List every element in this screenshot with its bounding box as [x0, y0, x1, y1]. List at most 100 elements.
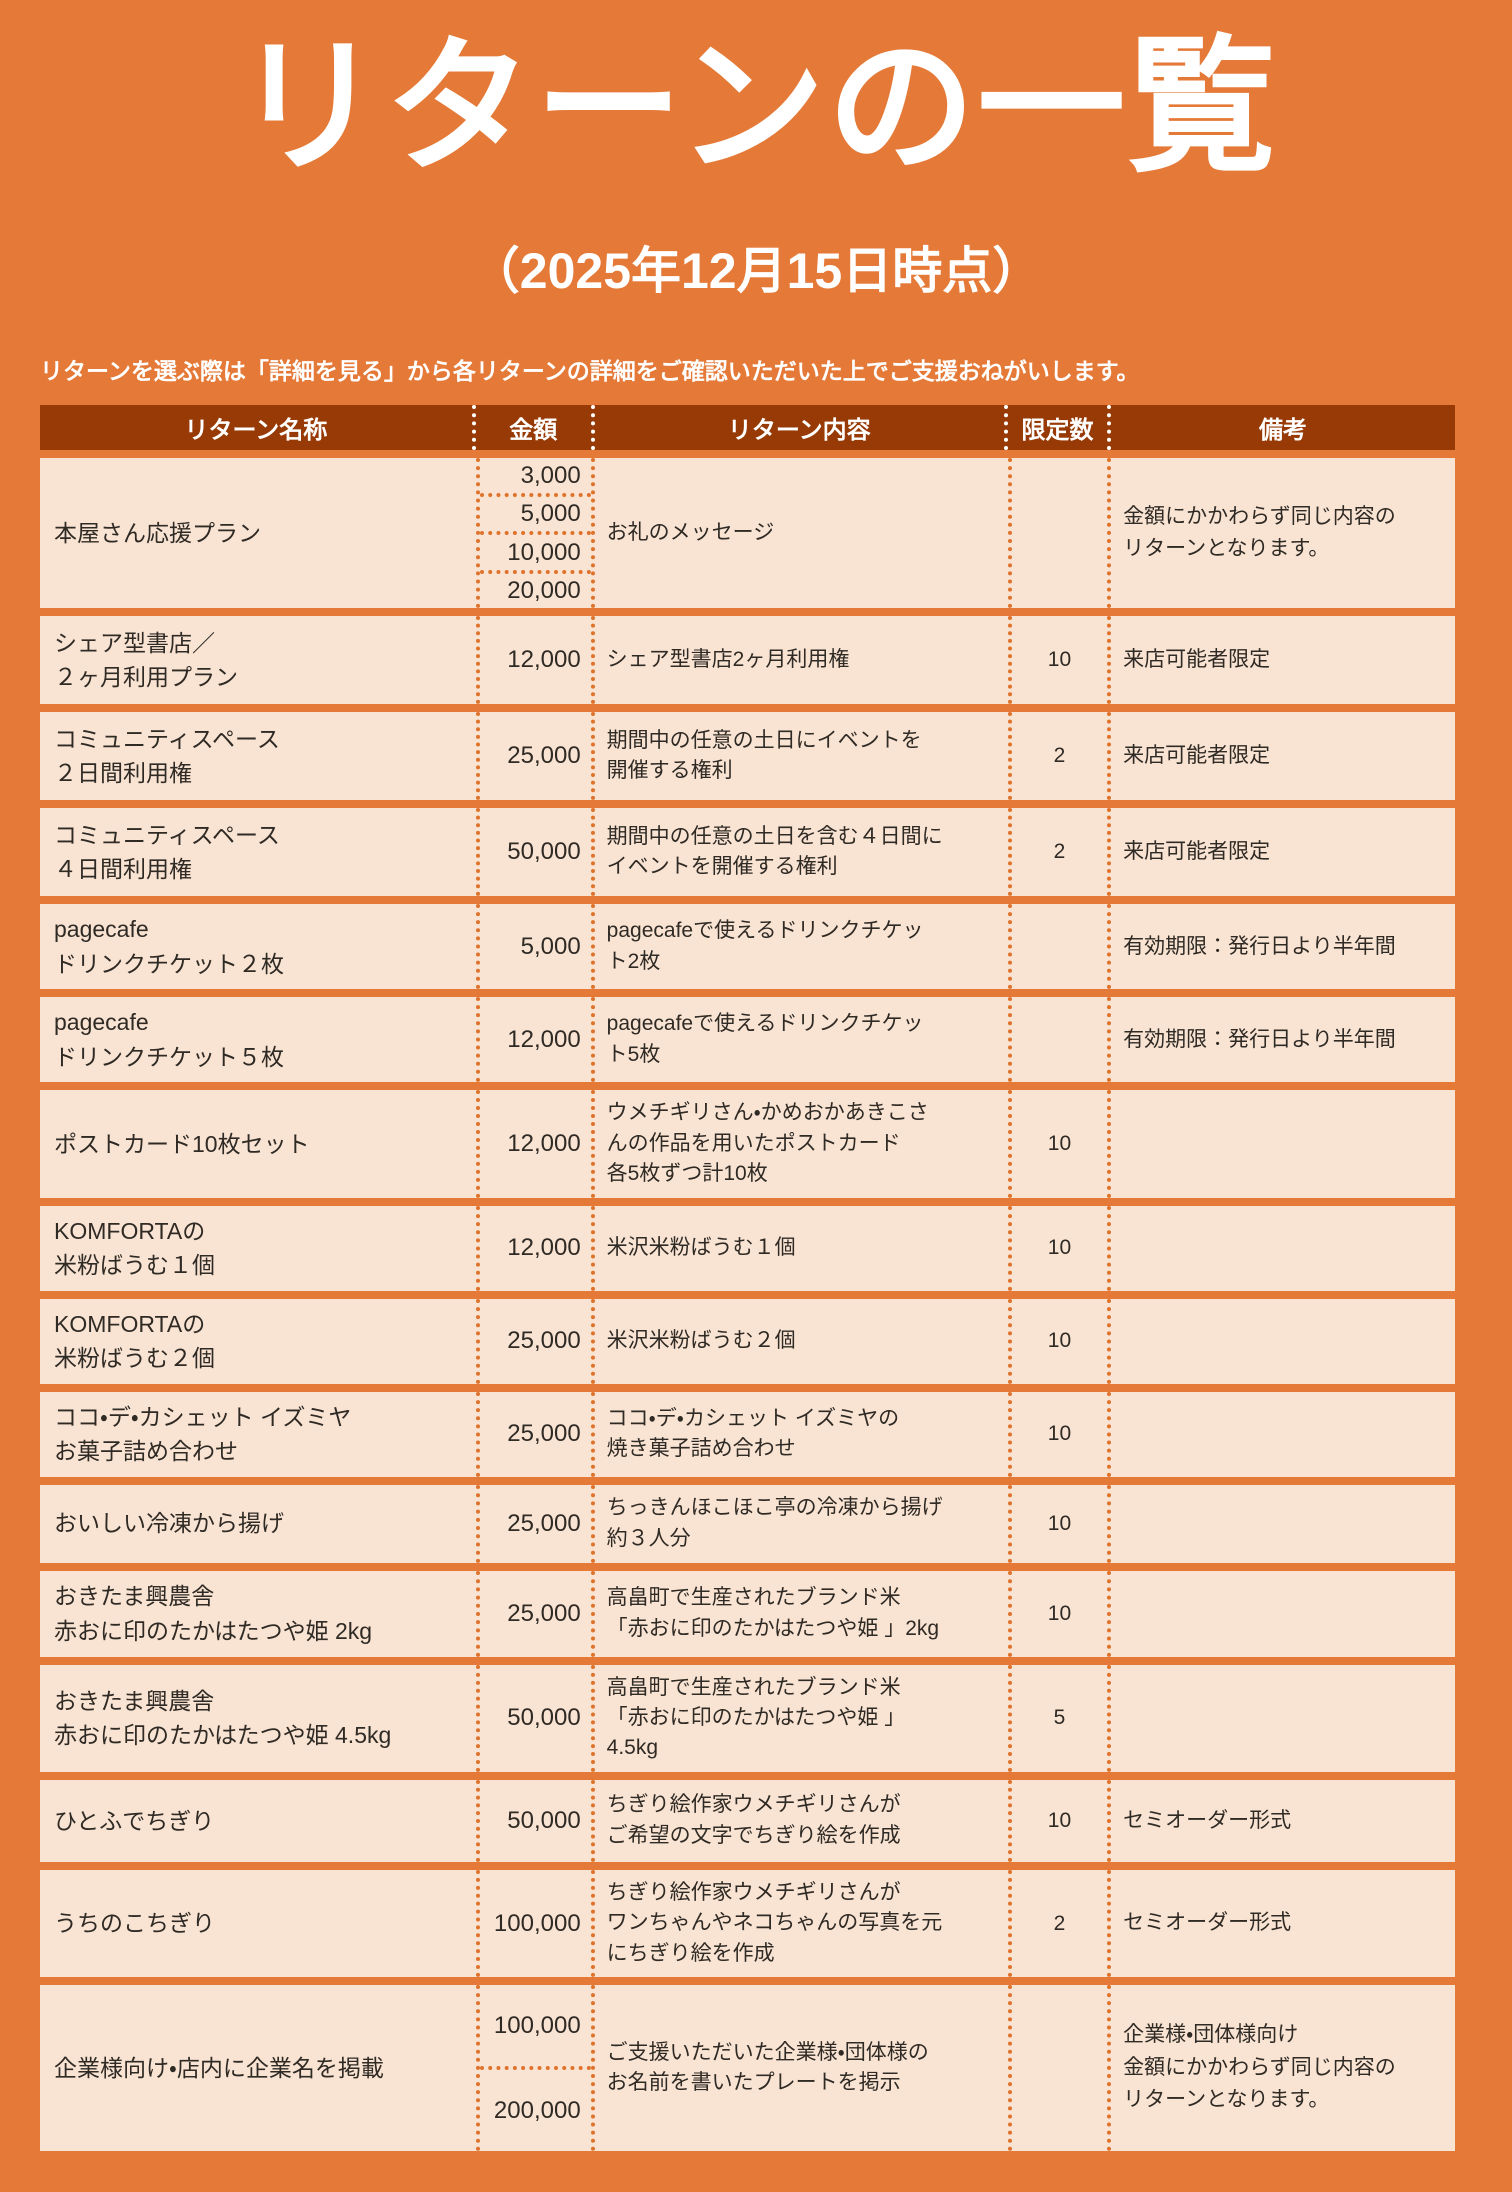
note: 金額にかかわらず同じ内容の リターンとなります。	[1123, 504, 1396, 561]
amount-value: 3,000	[520, 461, 581, 489]
return-content: ココ・デ・カシェット イズミヤの 焼き菓子詰め合わせ	[606, 1406, 900, 1461]
limit-count	[1007, 997, 1112, 1083]
note: 有効期限：発行日より半年間	[1123, 934, 1396, 958]
amount-cell: 12,000	[475, 616, 595, 705]
amount-value: 25,000	[507, 1327, 581, 1355]
note	[1111, 1571, 1455, 1657]
return-name: ポストカード10枚セット	[54, 1130, 310, 1157]
return-name: コミュニティスペース ４日間利用権	[54, 821, 280, 883]
amount-value: 25,000	[507, 742, 581, 770]
return-name: pagecafe ドリンクチケット２枚	[54, 916, 284, 977]
table-row: pagecafe ドリンクチケット２枚 5,000 pagecafeで使えるドリ…	[40, 904, 1455, 990]
note: セミオーダー形式	[1123, 1911, 1292, 1935]
amount-value: 25,000	[507, 1509, 581, 1537]
amount-value: 12,000	[507, 646, 581, 674]
table-header: リターン名称 金額 リターン内容 限定数 備考	[40, 405, 1455, 451]
amount-value: 200,000	[479, 2066, 591, 2151]
limit-count	[1007, 458, 1112, 609]
limit-count: 10	[1007, 1779, 1112, 1862]
return-content: 米沢米粉ばうむ２個	[606, 1328, 796, 1352]
table-rows: 本屋さん応援プラン 3,000 5,000 10,000 20,000 お礼のメッセー…	[40, 458, 1455, 2152]
note	[1111, 1485, 1455, 1563]
amount-value: 5,000	[479, 492, 591, 532]
return-name: pagecafe ドリンクチケット５枚	[54, 1009, 284, 1070]
amount-cell: 50,000	[475, 1779, 595, 1862]
table-row: コミュニティスペース ４日間利用権 50,000 期間中の任意の土日を含む４日間…	[40, 808, 1455, 897]
return-name: ひとふでちぎり	[54, 1807, 215, 1834]
return-content: 高畠町で生産されたブランド米 「赤おに印のたかはたつや姫 」 4.5kg	[606, 1675, 906, 1760]
amount-cell: 12,000	[475, 1090, 595, 1198]
amount-cell: 25,000	[475, 1570, 595, 1657]
amount-value: 50,000	[507, 838, 581, 866]
amount-cell: 5,000	[475, 904, 595, 990]
table-row: ポストカード10枚セット 12,000 ウメチギリさん・かめおかあきこさ んの作…	[40, 1090, 1455, 1198]
limit-count: 10	[1007, 1484, 1112, 1563]
amount-value: 5,000	[520, 932, 581, 960]
return-content: 米沢米粉ばうむ１個	[606, 1235, 796, 1259]
page-title: リターンの一覧	[234, 25, 1278, 190]
amount-value: 20,000	[479, 569, 591, 609]
return-name: うちのこちぎり	[54, 1910, 215, 1937]
amount-value: 12,000	[507, 1234, 581, 1262]
amount-value: 100,000	[493, 2011, 581, 2039]
return-content: pagecafeで使えるドリンクチケッ ト5枚	[606, 1012, 924, 1066]
return-content: 期間中の任意の土日を含む４日間に イベントを開催する権利	[606, 824, 943, 879]
amount-cell: 50,000	[475, 1664, 595, 1772]
amount-cell: 25,000	[475, 1298, 595, 1384]
note: セミオーダー形式	[1123, 1808, 1292, 1832]
amount-value: 12,000	[507, 1025, 581, 1053]
note: 来店可能者限定	[1123, 840, 1271, 863]
return-name: シェア型書店／ ２ヶ月利用プラン	[54, 629, 238, 691]
amount-cell: 100,000 200,000	[475, 1985, 595, 2152]
limit-count: 10	[1007, 616, 1112, 705]
limit-count: 10	[1007, 1391, 1112, 1477]
table-row: pagecafe ドリンクチケット５枚 12,000 pagecafeで使えるド…	[40, 997, 1455, 1083]
table-row: 本屋さん応援プラン 3,000 5,000 10,000 20,000 お礼のメッセー…	[40, 458, 1455, 609]
amount-cell: 100,000	[475, 1869, 595, 1978]
limit-count: 10	[1007, 1298, 1112, 1384]
limit-count: 10	[1007, 1570, 1112, 1657]
return-name: おきたま興農舎 赤おに印のたかはたつや姫 2kg	[54, 1583, 373, 1644]
note	[1111, 1392, 1455, 1477]
table-row: おきたま興農舎 赤おに印のたかはたつや姫 4.5kg 50,000 高畠町で生産…	[40, 1664, 1455, 1772]
amount-value: 10,000	[479, 531, 591, 570]
return-name: コミュニティスペース ２日間利用権	[54, 725, 280, 787]
amount-value: 25,000	[507, 1420, 581, 1448]
amount-cell: 12,000	[475, 1205, 595, 1291]
amount-cell: 3,000 5,000 10,000 20,000	[475, 458, 595, 609]
return-name: KOMFORTAの 米粉ばうむ２個	[54, 1310, 215, 1372]
table-row: ココ・デ・カシェット イズミヤ お菓子詰め合わせ 25,000 ココ・デ・カシェ…	[40, 1391, 1455, 1477]
return-content: pagecafeで使えるドリンクチケッ ト2枚	[606, 919, 924, 973]
note	[1111, 1665, 1455, 1772]
table-row: シェア型書店／ ２ヶ月利用プラン 12,000 シェア型書店2ヶ月利用権 10 …	[40, 616, 1455, 705]
return-name: おきたま興農舎 赤おに印のたかはたつや姫 4.5kg	[54, 1687, 392, 1749]
amount-value: 50,000	[507, 1806, 581, 1834]
table-row: コミュニティスペース ２日間利用権 25,000 期間中の任意の土日にイベントを…	[40, 712, 1455, 801]
note	[1111, 1206, 1455, 1291]
returns-table: リターン名称 金額 リターン内容 限定数 備考 本屋さん応援プラン 3,000 5…	[40, 405, 1455, 2152]
return-content: ご支援いただいた企業様・団体様の お名前を書いたプレートを掲示	[606, 2040, 929, 2095]
return-name: KOMFORTAの 米粉ばうむ１個	[54, 1217, 215, 1279]
limit-count: 5	[1007, 1664, 1112, 1772]
amount-value: 50,000	[507, 1704, 581, 1732]
header-cell-amount: 金額	[476, 405, 595, 451]
page-description: リターンを選ぶ際は「詳細を見る」から各リターンの詳細をご確認いただいた上でご支援…	[40, 358, 1140, 385]
return-name: 本屋さん応援プラン	[54, 520, 261, 547]
note: 有効期限：発行日より半年間	[1123, 1027, 1396, 1051]
limit-count: 2	[1007, 1869, 1112, 1978]
amount-cell: 25,000	[475, 1391, 595, 1477]
amount-value: 12,000	[507, 1129, 581, 1157]
note: 来店可能者限定	[1123, 744, 1271, 767]
note: 企業様・団体様向け 金額にかかわらず同じ内容の リターンとなります。	[1123, 2023, 1396, 2112]
return-content: ちぎり絵作家ウメチギリさんが ご希望の文字でちぎり絵を作成	[606, 1793, 901, 1847]
note	[1111, 1299, 1455, 1384]
return-name: ココ・デ・カシェット イズミヤ お菓子詰め合わせ	[54, 1403, 352, 1465]
table-row: KOMFORTAの 米粉ばうむ１個 12,000 米沢米粉ばうむ１個 10	[40, 1205, 1455, 1291]
amount-cell: 50,000	[475, 808, 595, 897]
header-cell-limit: 限定数	[1008, 405, 1112, 451]
return-content: ウメチギリさん・かめおかあきこさ んの作品を用いたポストカード 各5枚ずつ計10…	[606, 1101, 929, 1186]
return-content: 期間中の任意の土日にイベントを 開催する権利	[606, 728, 922, 783]
return-content: ちぎり絵作家ウメチギリさんが ワンちゃんやネコちゃんの写真を元 にちぎり絵を作成	[606, 1880, 943, 1965]
table-row: KOMFORTAの 米粉ばうむ２個 25,000 米沢米粉ばうむ２個 10	[40, 1298, 1455, 1384]
